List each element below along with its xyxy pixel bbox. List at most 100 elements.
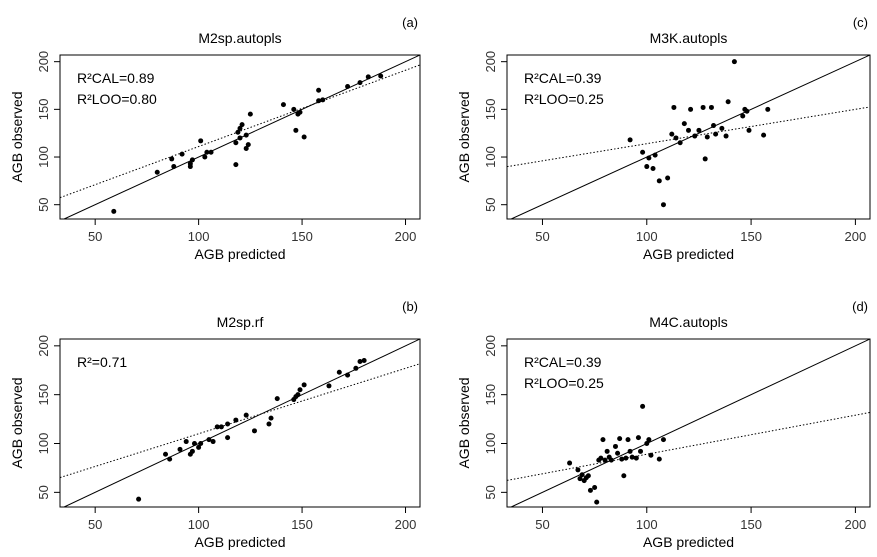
r-squared-annotation: R²CAL=0.39 xyxy=(524,70,602,86)
y-tick-label: 100 xyxy=(483,433,498,455)
data-point xyxy=(239,122,245,128)
data-point xyxy=(179,151,185,157)
y-tick-label: 150 xyxy=(483,98,498,120)
data-point xyxy=(177,446,183,452)
data-point xyxy=(297,109,303,115)
plot-area xyxy=(507,339,870,507)
y-tick-label: 100 xyxy=(483,146,498,168)
chart-title: M3K.autopls xyxy=(650,30,728,46)
x-tick-label: 100 xyxy=(636,517,658,532)
y-tick-label: 100 xyxy=(36,433,51,455)
data-point xyxy=(357,80,363,86)
data-point xyxy=(746,127,752,133)
data-point xyxy=(619,456,625,462)
data-point xyxy=(681,121,687,127)
x-tick-label: 150 xyxy=(740,229,762,244)
data-point xyxy=(169,156,175,162)
x-axis-label: AGB predicted xyxy=(194,246,285,262)
data-point xyxy=(218,424,224,430)
r-squared-annotation: R²LOO=0.25 xyxy=(524,375,604,391)
data-point xyxy=(704,134,710,140)
y-tick-label: 100 xyxy=(36,146,51,168)
plot-frame xyxy=(506,338,871,508)
chart-title: M4C.autopls xyxy=(649,314,728,330)
data-point xyxy=(644,164,650,170)
y-tick-label: 50 xyxy=(36,197,51,211)
data-point xyxy=(692,133,698,139)
data-point xyxy=(361,357,367,363)
data-point xyxy=(183,439,189,445)
data-point xyxy=(765,106,771,112)
data-point xyxy=(633,455,639,461)
x-tick-label: 200 xyxy=(395,229,417,244)
data-point xyxy=(567,460,573,466)
data-point xyxy=(669,131,675,137)
x-tick-label: 200 xyxy=(845,517,867,532)
data-point xyxy=(233,417,239,423)
y-axis-label: AGB observed xyxy=(9,91,25,182)
chart-title: M2sp.rf xyxy=(217,314,264,330)
data-point xyxy=(713,131,719,137)
panel-b: M2sp.rf (b) 50 100 150 200 50 100 150 200 AGB pred… xyxy=(9,299,421,550)
data-point xyxy=(301,134,307,140)
data-point xyxy=(585,473,591,479)
data-point xyxy=(163,451,169,457)
data-point xyxy=(293,127,299,133)
y-axis-label: AGB observed xyxy=(456,91,472,182)
x-tick-label: 50 xyxy=(535,517,549,532)
plot-area xyxy=(60,55,420,219)
r-squared-annotation: R²LOO=0.25 xyxy=(524,91,604,107)
data-point xyxy=(761,132,767,138)
data-point xyxy=(208,149,214,155)
data-point xyxy=(189,157,195,163)
data-point xyxy=(656,456,662,462)
data-point xyxy=(677,140,683,146)
data-point xyxy=(640,403,646,409)
data-point xyxy=(233,140,239,146)
r-squared-annotation: R²CAL=0.89 xyxy=(77,70,155,86)
panel-label: (a) xyxy=(402,15,418,30)
data-point xyxy=(638,448,644,454)
x-tick-label: 50 xyxy=(88,229,102,244)
data-point xyxy=(326,383,332,389)
data-point xyxy=(635,435,641,441)
data-point xyxy=(702,156,708,162)
data-point xyxy=(237,125,243,131)
panel-a: M2sp.autopls (a) 50 100 150 200 50 100 150 200 AGB… xyxy=(9,15,421,262)
x-tick-label: 200 xyxy=(395,517,417,532)
y-tick-label: 50 xyxy=(483,197,498,211)
regression-fit-line xyxy=(60,363,420,479)
data-point xyxy=(686,127,691,133)
data-point xyxy=(136,496,142,502)
data-point xyxy=(291,106,297,112)
data-point xyxy=(671,104,677,110)
data-point xyxy=(357,358,363,364)
x-tick-label: 100 xyxy=(188,517,210,532)
data-point xyxy=(652,152,658,158)
data-point xyxy=(274,396,280,402)
data-point xyxy=(316,87,322,93)
data-point xyxy=(233,162,239,168)
data-point xyxy=(295,392,301,398)
data-point xyxy=(167,456,173,462)
x-tick-label: 50 xyxy=(535,229,549,244)
data-point xyxy=(665,175,671,181)
panel-d: M4C.autopls (d) 50 100 150 200 50 100 150 200 AGB … xyxy=(456,299,871,550)
data-point xyxy=(171,164,177,170)
x-tick-label: 100 xyxy=(188,229,210,244)
data-point xyxy=(245,142,251,148)
data-point xyxy=(198,138,204,144)
data-point xyxy=(353,365,359,371)
x-tick-label: 200 xyxy=(845,229,867,244)
data-point xyxy=(604,448,610,454)
data-point xyxy=(225,421,231,427)
data-point xyxy=(189,448,195,454)
data-point xyxy=(648,452,654,458)
data-point xyxy=(243,145,249,151)
y-tick-label: 50 xyxy=(36,485,51,499)
y-tick-label: 200 xyxy=(36,51,51,73)
data-point xyxy=(592,484,598,490)
data-point xyxy=(627,137,633,143)
data-point xyxy=(316,98,322,104)
